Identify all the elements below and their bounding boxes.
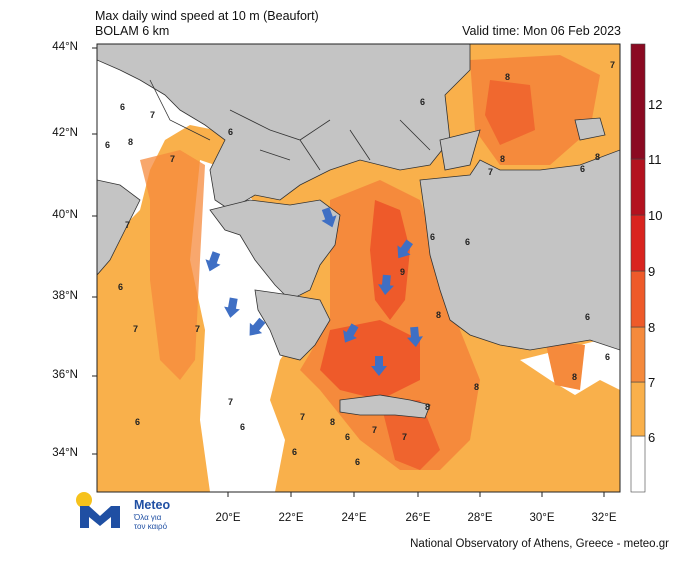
italy-land [97, 179, 141, 276]
thrace-land [439, 129, 481, 171]
peloponnese-land [254, 289, 331, 361]
lon-label: 32°E [591, 512, 617, 524]
contour-label: 6 [345, 432, 350, 442]
wind-arrow [378, 274, 394, 295]
colorbar-label: 12 [648, 97, 663, 112]
wind-zone-blacksea-9 [485, 80, 535, 145]
meteo-logo [76, 492, 120, 528]
wind-arrow [371, 356, 387, 376]
colorbar-label: 8 [648, 320, 656, 335]
map-title: Max daily wind speed at 10 m (Beaufort) [95, 9, 319, 23]
contour-label: 6 [605, 352, 610, 362]
valid-time: Valid time: Mon 06 Feb 2023 [462, 24, 621, 38]
crimea-land [574, 117, 606, 141]
lon-label: 22°E [278, 512, 304, 524]
colorbar-swatch-10 [630, 214, 646, 272]
contour-label: 8 [128, 137, 133, 147]
contour-label: 8 [436, 310, 441, 320]
turkey-land [419, 149, 620, 351]
wind-arrow [224, 297, 240, 318]
contour-label: 7 [150, 110, 155, 120]
colorbar [630, 43, 646, 493]
contour-label: 7 [125, 220, 130, 230]
colorbar-label: 9 [648, 264, 656, 279]
colorbar-label: 11 [648, 152, 662, 167]
wind-arrow [205, 251, 221, 272]
wind-arrow [249, 317, 266, 336]
country-borders [149, 79, 431, 171]
model-name: BOLAM 6 km [95, 24, 170, 38]
lat-label: 42°N [52, 127, 78, 139]
colorbar-label: 7 [648, 375, 656, 390]
contour-label: 7 [195, 324, 200, 334]
colorbar-swatch-6 [630, 435, 646, 493]
wind-arrow [321, 207, 337, 228]
colorbar-label: 10 [648, 208, 663, 223]
colorbar-swatch-11 [630, 158, 646, 216]
wind-zone-ionian-8 [140, 150, 205, 380]
lon-label: 24°E [341, 512, 367, 524]
contour-label: 7 [133, 324, 138, 334]
contour-label: 8 [474, 382, 479, 392]
lon-label: 26°E [405, 512, 431, 524]
contour-label: 7 [300, 412, 305, 422]
map-frame [96, 43, 621, 493]
contour-label: 6 [420, 97, 425, 107]
contour-label: 8 [500, 154, 505, 164]
contour-label: 7 [228, 397, 233, 407]
contour-label: 8 [505, 72, 510, 82]
balkans-land [97, 44, 471, 211]
colorbar-swatch-9 [630, 270, 646, 328]
contour-label: 6 [240, 422, 245, 432]
greece-mainland [209, 199, 341, 301]
contour-label: 8 [595, 152, 600, 162]
logo-name: Meteo [134, 498, 171, 512]
lat-label: 40°N [52, 209, 78, 221]
colorbar-swatch-7 [630, 381, 646, 437]
wind-zone-cyprus-8 [545, 340, 585, 390]
contour-label: 6 [228, 127, 233, 137]
wind-arrow [343, 323, 359, 343]
wind-arrow [407, 326, 423, 347]
contour-label: 7 [488, 167, 493, 177]
contour-label: 6 [105, 140, 110, 150]
lon-label: 28°E [467, 512, 493, 524]
colorbar-swatch-8 [630, 326, 646, 383]
contour-label: 6 [118, 282, 123, 292]
lat-label: 36°N [52, 369, 78, 381]
lat-label: 44°N [52, 41, 78, 53]
contour-label: 6 [585, 312, 590, 322]
contour-label: 7 [170, 154, 175, 164]
contour-label: 9 [400, 267, 405, 277]
contour-label: 8 [330, 417, 335, 427]
contour-label: 6 [135, 417, 140, 427]
contour-labels: 6 7 6 8 7 7 6 7 7 6 6 7 6 7 8 6 6 7 7 9 … [105, 60, 615, 467]
contour-label: 6 [355, 457, 360, 467]
contour-label: 7 [610, 60, 615, 70]
wind-arrows [205, 207, 423, 376]
wind-arrow [397, 239, 414, 259]
lon-label: 20°E [215, 512, 241, 524]
logo-slogan: Όλα για τον καιρό [134, 513, 168, 531]
crete-island [339, 394, 431, 419]
contour-label: 8 [425, 402, 430, 412]
contour-label: 6 [465, 237, 470, 247]
footer-credit: National Observatory of Athens, Greece -… [410, 538, 669, 550]
wind-zone-aegean-9 [370, 200, 410, 320]
lat-label: 38°N [52, 290, 78, 302]
contour-label: 6 [580, 164, 585, 174]
axis-ticks [92, 47, 605, 497]
contour-label: 8 [572, 372, 577, 382]
contour-label: 7 [402, 432, 407, 442]
colorbar-label: 6 [648, 430, 656, 445]
contour-label: 6 [292, 447, 297, 457]
colorbar-swatch-12 [630, 43, 646, 160]
lon-label: 30°E [529, 512, 555, 524]
contour-label: 7 [372, 425, 377, 435]
lat-label: 34°N [52, 447, 78, 459]
contour-label: 6 [120, 102, 125, 112]
contour-label: 6 [430, 232, 435, 242]
